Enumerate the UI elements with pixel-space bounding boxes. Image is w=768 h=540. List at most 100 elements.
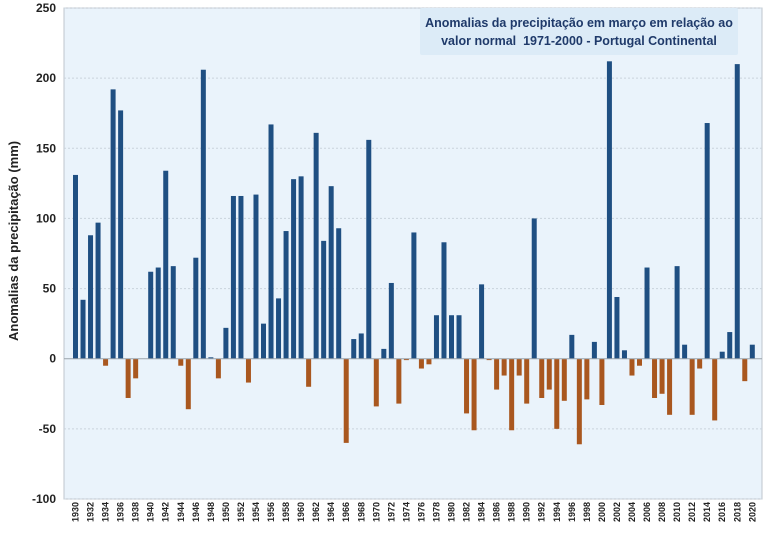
bar-2013 (697, 358, 703, 369)
bar-1972 (388, 282, 394, 359)
y-axis-ticks: -100 -50 0 50 100 150 200 250 (32, 1, 56, 506)
bar-2014 (704, 123, 710, 359)
bar-1976 (418, 358, 424, 369)
bar-2008 (659, 358, 665, 394)
bar-2001 (606, 61, 612, 359)
x-tick-label: 1970 (371, 502, 381, 522)
bar-1982 (464, 358, 470, 414)
bar-1948 (208, 357, 214, 359)
x-tick-label: 2006 (642, 502, 652, 522)
x-tick-label: 1984 (477, 502, 487, 522)
bar-1961 (306, 358, 312, 387)
y-tick-label: 150 (36, 141, 56, 155)
bar-1980 (449, 315, 454, 359)
x-tick-label: 1948 (206, 502, 216, 522)
y-tick-label: 100 (36, 211, 56, 225)
bar-1974 (403, 358, 409, 361)
bar-1940 (148, 271, 154, 359)
bar-1965 (336, 228, 342, 359)
bar-1970 (373, 358, 379, 407)
bar-1996 (569, 334, 575, 359)
bar-2015 (712, 358, 718, 421)
bar-1960 (298, 176, 304, 359)
x-tick-label: 1932 (86, 502, 96, 522)
x-tick-label: 1998 (582, 502, 592, 522)
x-tick-label: 1934 (101, 502, 111, 522)
x-tick-label: 2004 (627, 502, 637, 522)
bar-1978 (433, 315, 439, 359)
bar-2009 (667, 358, 673, 415)
bar-1932 (88, 235, 94, 359)
chart-title-line2: valor normal 1971-2000 - Portugal Contin… (441, 33, 717, 48)
y-tick-label: 0 (49, 352, 56, 366)
bar-1987 (501, 358, 507, 376)
x-tick-label: 1952 (236, 502, 246, 522)
bar-1991 (531, 218, 537, 359)
x-tick-label: 2008 (657, 502, 667, 522)
x-tick-label: 1940 (146, 502, 156, 522)
bar-1979 (441, 242, 447, 359)
x-tick-label: 1968 (356, 502, 366, 522)
bar-1990 (524, 358, 530, 404)
bar-1951 (230, 195, 236, 359)
bar-1977 (426, 358, 432, 365)
bar-1952 (238, 195, 244, 359)
bar-1968 (358, 333, 364, 359)
x-tick-label: 2016 (717, 502, 727, 522)
bar-1962 (313, 132, 319, 359)
x-tick-label: 1992 (537, 502, 547, 522)
bar-1937 (125, 358, 131, 398)
chart-title-line1: Anomalias da precipitação em março em re… (425, 15, 733, 30)
bar-2003 (621, 350, 627, 359)
x-tick-label: 1962 (311, 502, 321, 522)
bar-1992 (539, 358, 545, 398)
bar-1981 (456, 315, 462, 359)
x-tick-label: 1980 (447, 502, 457, 522)
bars (73, 61, 755, 445)
bar-1988 (509, 358, 515, 431)
x-tick-label: 1936 (116, 502, 126, 522)
bar-1942 (163, 170, 169, 359)
bar-2020 (749, 344, 755, 359)
bar-1973 (396, 358, 402, 404)
bar-2019 (742, 358, 748, 382)
bar-1959 (291, 179, 297, 359)
bar-1995 (561, 358, 567, 401)
bar-1930 (73, 174, 78, 359)
x-tick-label: 1964 (326, 502, 336, 522)
bar-1931 (80, 299, 86, 359)
x-tick-label: 1966 (341, 502, 351, 522)
bar-2017 (727, 332, 733, 359)
x-tick-label: 1944 (176, 502, 186, 522)
bar-2010 (674, 266, 680, 359)
bar-1954 (253, 194, 259, 359)
bar-1933 (95, 222, 101, 359)
bar-1946 (193, 257, 199, 359)
bar-1955 (261, 323, 266, 359)
x-tick-label: 1950 (221, 502, 231, 522)
bar-1997 (576, 358, 582, 445)
bar-1934 (103, 358, 109, 366)
y-tick-label: 250 (36, 1, 56, 15)
bar-2011 (682, 344, 688, 359)
y-tick-label: 50 (43, 282, 57, 296)
bar-2004 (629, 358, 635, 376)
bar-2012 (689, 358, 695, 415)
bar-2005 (637, 358, 642, 366)
bar-1956 (268, 124, 274, 359)
x-tick-label: 2018 (732, 502, 742, 522)
y-tick-label: 200 (36, 71, 56, 85)
bar-1964 (328, 186, 334, 359)
bar-1950 (223, 327, 229, 359)
bar-1967 (351, 339, 357, 359)
bar-2016 (719, 351, 725, 359)
x-tick-label: 1982 (462, 502, 472, 522)
bar-1943 (170, 266, 176, 359)
x-tick-label: 1990 (522, 502, 532, 522)
x-tick-label: 1996 (567, 502, 577, 522)
bar-1994 (554, 358, 560, 429)
x-tick-label: 1988 (507, 502, 517, 522)
y-tick-label: -50 (39, 422, 57, 436)
bar-1953 (245, 358, 251, 383)
bar-1941 (155, 267, 161, 359)
